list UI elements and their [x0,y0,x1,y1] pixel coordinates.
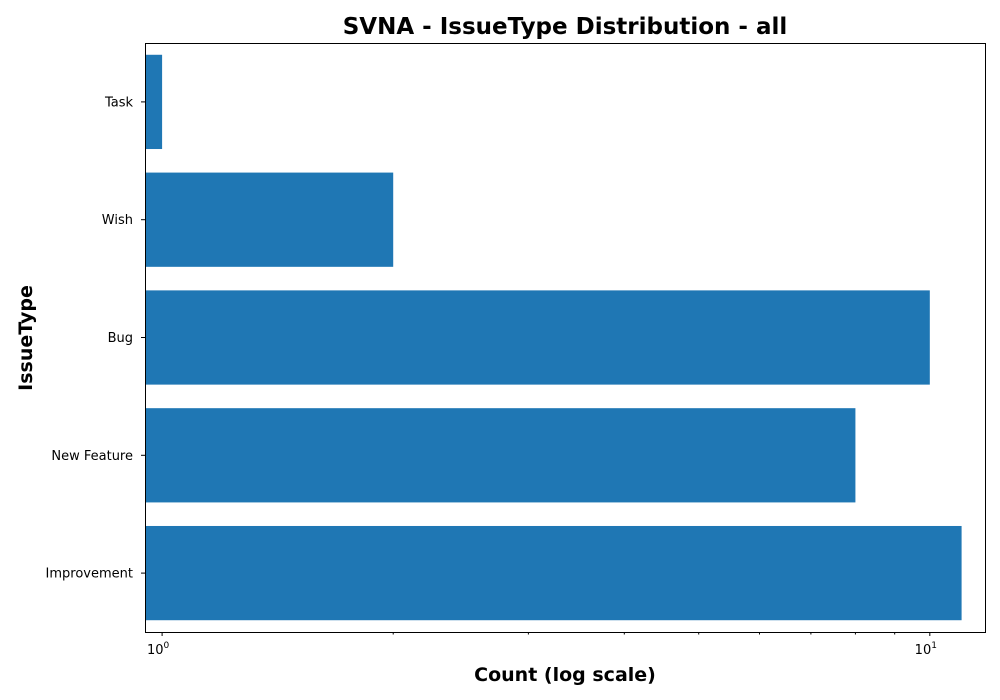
bar-improvement [145,525,962,621]
chart-title: SVNA - IssueType Distribution - all [343,14,788,40]
plot-area-frame [145,43,986,633]
bar-wish [145,172,394,267]
x-axis-ticks: 100 101 [147,632,937,658]
x-tick-label: 101 [915,641,937,658]
y-tick-label: Bug [108,331,133,346]
x-tick-label: 100 [147,641,170,658]
y-axis-label: IssueType [15,285,37,391]
x-axis-label: Count (log scale) [474,664,656,686]
bar-bug [145,290,930,385]
y-tick-label: New Feature [51,449,133,464]
bars-group [145,54,962,621]
y-tick-label: Improvement [46,567,133,582]
bar-task [145,54,163,150]
y-tick-label: Task [104,95,134,110]
y-tick-label: Wish [102,213,133,228]
y-axis-ticks: Task Wish Bug New Feature Improvement [46,95,145,582]
bar-new-feature [145,408,856,503]
